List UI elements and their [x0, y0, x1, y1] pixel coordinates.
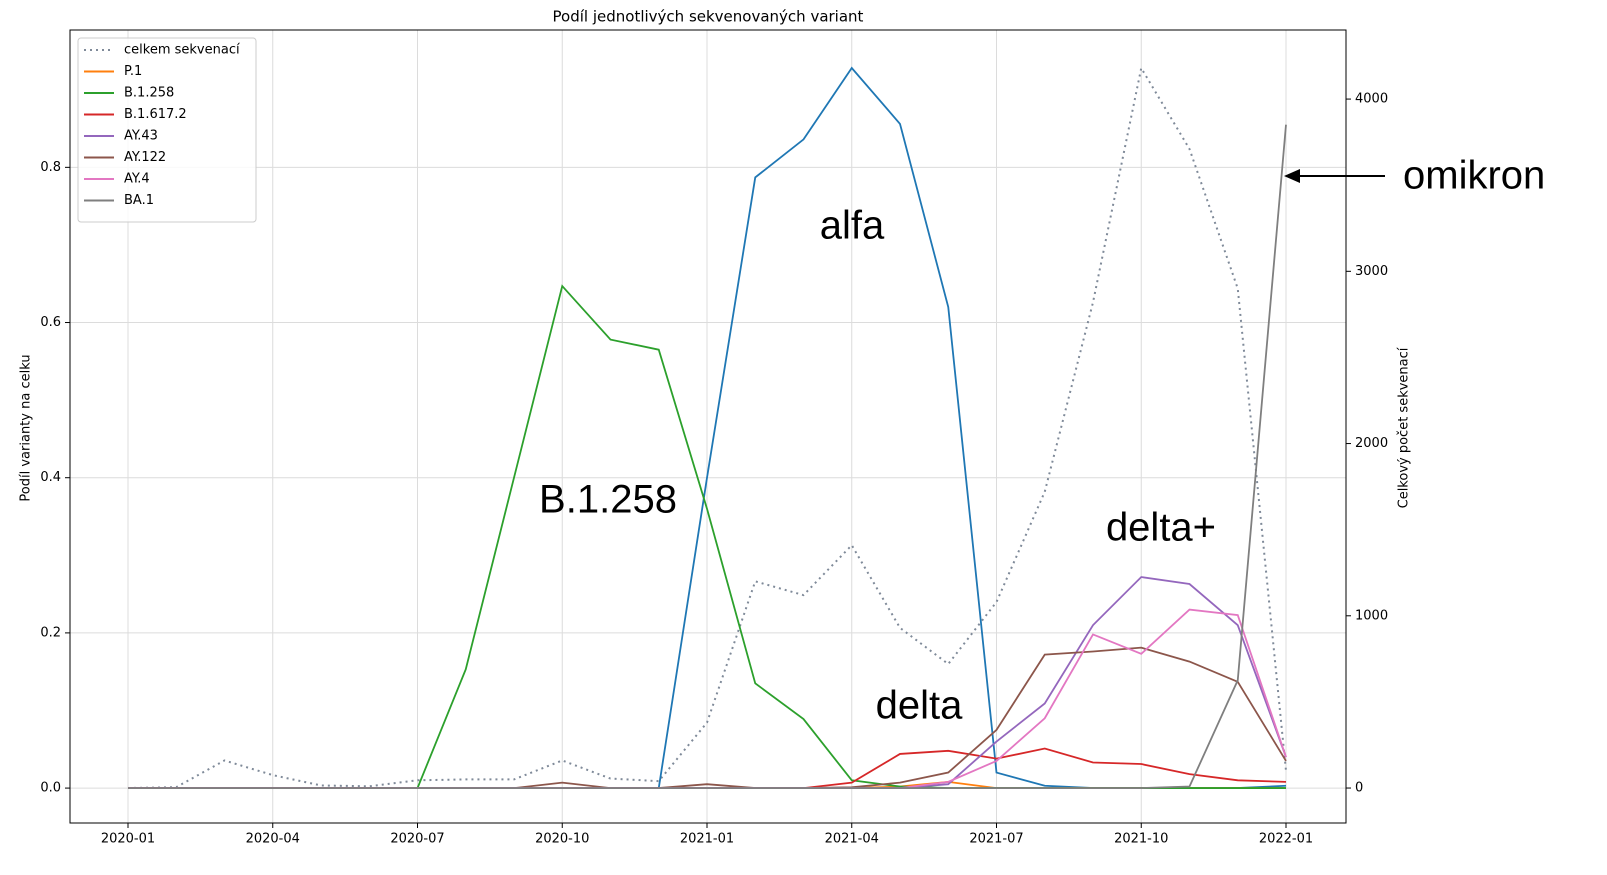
y2-tick-label: 4000	[1355, 92, 1388, 107]
annotation: B.1.258	[539, 478, 677, 522]
annotation: omikron	[1403, 154, 1545, 198]
x-tick-label: 2022-01	[1259, 832, 1313, 847]
legend-label: BA.1	[124, 193, 154, 208]
annotation: delta	[876, 684, 963, 728]
x-tick-label: 2020-01	[101, 832, 155, 847]
x-tick-label: 2020-07	[390, 832, 444, 847]
x-tick-label: 2020-10	[535, 832, 589, 847]
y-tick-label: 0.8	[40, 160, 61, 175]
annotation: alfa	[820, 204, 885, 248]
series-line	[127, 65, 1287, 790]
x-tick-label: 2021-10	[1114, 832, 1168, 847]
legend: celkem sekvenací P.1 B.1.258 B.1.617.2 AY.43…	[77, 37, 257, 223]
annotation: delta+	[1106, 506, 1216, 550]
y-tick-label: 0.0	[40, 781, 61, 796]
y-tick-label: 0.6	[40, 315, 61, 330]
y2-axis-label: Celkový počet sekvenací	[1397, 347, 1412, 508]
lines	[127, 65, 1287, 790]
chart-title: Podíl jednotlivých sekvenovaných variant	[553, 8, 864, 26]
y-axis-label: Podíl varianty na celku	[19, 354, 34, 501]
legend-label: celkem sekvenací	[124, 43, 240, 58]
arrow-head	[1284, 169, 1300, 183]
y-tick-label: 0.4	[40, 470, 61, 485]
x-tick-label: 2021-04	[825, 832, 879, 847]
legend-label: AY.4	[124, 172, 150, 187]
legend-label: AY.43	[124, 129, 158, 144]
legend-label: B.1.258	[124, 86, 174, 101]
legend-label: P.1	[124, 64, 142, 79]
y2-tick-label: 2000	[1355, 436, 1388, 451]
series-line	[128, 124, 1287, 789]
legend-label: B.1.617.2	[124, 107, 187, 122]
x-tick-label: 2021-07	[969, 832, 1023, 847]
y2-tick-label: 3000	[1355, 264, 1388, 279]
x-tick-label: 2020-04	[246, 832, 300, 847]
legend-box	[77, 37, 257, 223]
y2-tick-label: 0	[1355, 781, 1363, 796]
axes: 2020-01 2020-04 2020-07 2020-10 2021-01 2021-…	[40, 92, 1388, 847]
plot-frame	[69, 29, 1347, 824]
y2-tick-label: 1000	[1355, 608, 1388, 623]
x-tick-label: 2021-01	[680, 832, 734, 847]
y-tick-label: 0.2	[40, 625, 61, 640]
legend-label: AY.122	[124, 150, 166, 165]
